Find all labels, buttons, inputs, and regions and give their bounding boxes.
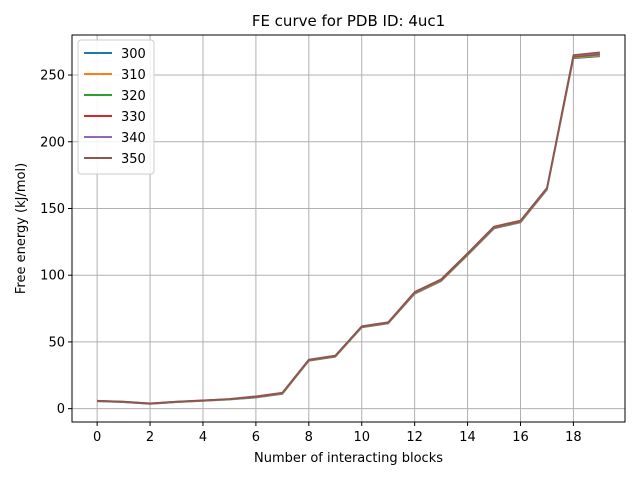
x-tick-label: 0 [93, 430, 101, 445]
x-tick-label: 8 [305, 430, 313, 445]
series-lines [97, 51, 600, 405]
x-tick-label: 14 [459, 430, 476, 445]
y-tick-label: 50 [48, 335, 65, 350]
axis-ticks: 0 2 4 6 8 10 12 14 16 18 0 50 100 150 200 250 [40, 69, 582, 445]
chart-title: FE curve for PDB ID: 4uc1 [252, 12, 445, 30]
y-tick-label: 150 [40, 202, 65, 217]
x-tick-label: 2 [146, 430, 154, 445]
x-tick-label: 4 [199, 430, 207, 445]
series-line-350 [97, 51, 600, 405]
y-axis-title: Free energy (kJ/mol) [14, 163, 29, 294]
y-tick-label: 250 [40, 69, 65, 84]
x-tick-label: 16 [512, 430, 529, 445]
legend-label-320: 320 [121, 89, 146, 104]
x-tick-label: 12 [406, 430, 423, 445]
y-tick-label: 0 [57, 402, 65, 417]
x-axis-title: Number of interacting blocks [254, 451, 443, 466]
x-tick-label: 10 [353, 430, 370, 445]
legend: 300 310 320 330 340 350 [77, 39, 155, 175]
y-tick-label: 200 [40, 135, 65, 150]
legend-label-310: 310 [121, 68, 146, 83]
x-tick-label: 6 [252, 430, 260, 445]
legend-label-300: 300 [121, 47, 146, 62]
legend-label-350: 350 [121, 152, 146, 167]
legend-label-340: 340 [121, 131, 146, 146]
x-tick-label: 18 [565, 430, 582, 445]
y-tick-label: 100 [40, 269, 65, 284]
plot-area-frame [71, 34, 626, 423]
grid-lines [72, 35, 625, 422]
legend-label-330: 330 [121, 110, 146, 125]
